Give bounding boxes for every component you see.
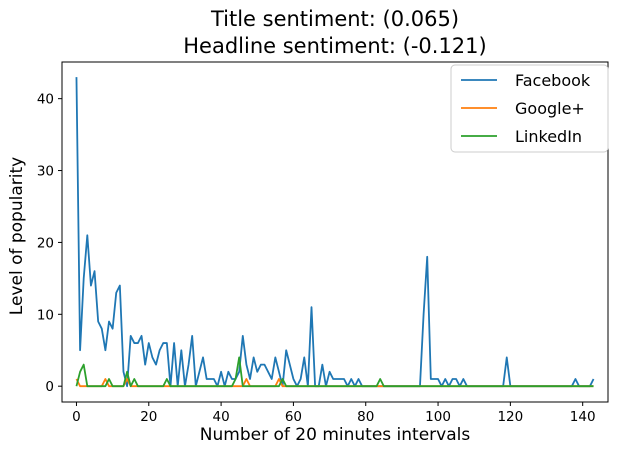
y-tick-label: 10 xyxy=(37,307,54,323)
legend-box xyxy=(450,64,609,153)
legend: Facebook Google+ LinkedIn xyxy=(450,64,609,153)
legend-label-google-plus: Google+ xyxy=(515,99,585,118)
x-tick-label: 60 xyxy=(285,409,302,425)
x-tick-label: 0 xyxy=(72,409,81,425)
x-tick-label: 20 xyxy=(140,409,157,425)
chart-title-line-1: Title sentiment: (0.065) xyxy=(210,7,459,31)
x-tick-label: 40 xyxy=(213,409,230,425)
legend-label-linkedin: LinkedIn xyxy=(515,127,582,146)
series-line-facebook xyxy=(75,77,595,388)
x-axis-label: Number of 20 minutes intervals xyxy=(200,425,471,445)
legend-label-facebook: Facebook xyxy=(515,71,591,90)
plot-frame xyxy=(61,61,609,403)
axis-ticks: 0 20 40 60 80 100 120 140 0 10 20 30 40 xyxy=(37,92,596,425)
y-axis-label: Level of popularity xyxy=(7,157,27,315)
series-layer xyxy=(75,77,595,388)
y-tick-label: 0 xyxy=(45,379,54,395)
series-line-google-plus xyxy=(75,378,594,388)
x-tick-label: 100 xyxy=(425,409,451,425)
y-tick-label: 20 xyxy=(37,235,54,251)
chart-title-line-2: Headline sentiment: (-0.121) xyxy=(183,34,486,58)
x-tick-label: 80 xyxy=(357,409,374,425)
x-tick-label: 140 xyxy=(570,409,596,425)
y-tick-label: 30 xyxy=(37,164,54,180)
series-line-linkedin xyxy=(75,356,594,388)
y-tick-label: 40 xyxy=(37,92,54,108)
x-tick-label: 120 xyxy=(497,409,523,425)
